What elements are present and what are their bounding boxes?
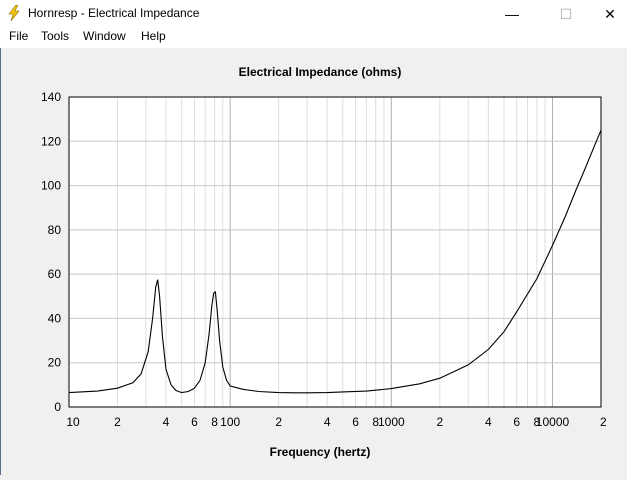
- x-tick-label: 6: [352, 415, 359, 429]
- x-tick-label: 2: [275, 415, 282, 429]
- x-tick-label: 8: [211, 415, 218, 429]
- x-tick-label: 10000: [536, 415, 570, 429]
- x-tick-label: 6: [191, 415, 198, 429]
- x-tick-label: 4: [324, 415, 331, 429]
- x-tick-label: 4: [485, 415, 492, 429]
- x-tick-label: 2: [600, 415, 607, 429]
- x-axis-label: Frequency (hertz): [270, 445, 371, 459]
- lightning-bolt-icon: [8, 5, 20, 21]
- y-tick-label: 140: [41, 90, 61, 104]
- x-tick-label: 4: [163, 415, 170, 429]
- y-tick-label: 0: [54, 400, 61, 414]
- menu-file[interactable]: File: [9, 29, 29, 43]
- impedance-curve: [68, 129, 602, 394]
- close-button[interactable]: ✕: [604, 6, 616, 22]
- y-tick-label: 120: [41, 134, 61, 148]
- x-tick-label: 100: [220, 415, 240, 429]
- minimize-button[interactable]: —: [505, 6, 519, 22]
- menu-window[interactable]: Window: [83, 29, 126, 43]
- x-tick-label: 2: [114, 415, 121, 429]
- y-tick-label: 80: [48, 223, 62, 237]
- menu-bar: File Tools Window Help: [0, 28, 627, 48]
- impedance-chart: Electrical Impedance (ohms) 020406080100…: [41, 65, 607, 459]
- x-tick-label: 8: [372, 415, 379, 429]
- title-bar: Hornresp - Electrical Impedance — ☐ ✕: [0, 0, 627, 28]
- x-tick-label: 2: [436, 415, 443, 429]
- y-axis-ticks: 0 20 40 60 80 100 120 140: [41, 90, 61, 414]
- x-tick-label: 1000: [378, 415, 405, 429]
- window-title: Hornresp - Electrical Impedance: [28, 6, 200, 20]
- y-tick-label: 100: [41, 179, 61, 193]
- chart-title: Electrical Impedance (ohms): [239, 65, 402, 79]
- y-tick-label: 40: [48, 311, 62, 325]
- chart-panel: Electrical Impedance (ohms) 0 20 40 60 80 100…: [0, 48, 627, 475]
- x-tick-label: 6: [513, 415, 520, 429]
- maximize-button[interactable]: ☐: [559, 6, 573, 22]
- x-tick-label: 10: [66, 415, 80, 429]
- plot-frame: [68, 96, 602, 408]
- y-tick-label: 20: [48, 356, 62, 370]
- window-border: [0, 48, 1, 475]
- plot-background: [69, 97, 601, 407]
- menu-tools[interactable]: Tools: [41, 29, 70, 43]
- y-tick-label: 60: [48, 267, 62, 281]
- x-tick-label: 8: [534, 415, 541, 429]
- menu-help[interactable]: Help: [141, 29, 166, 43]
